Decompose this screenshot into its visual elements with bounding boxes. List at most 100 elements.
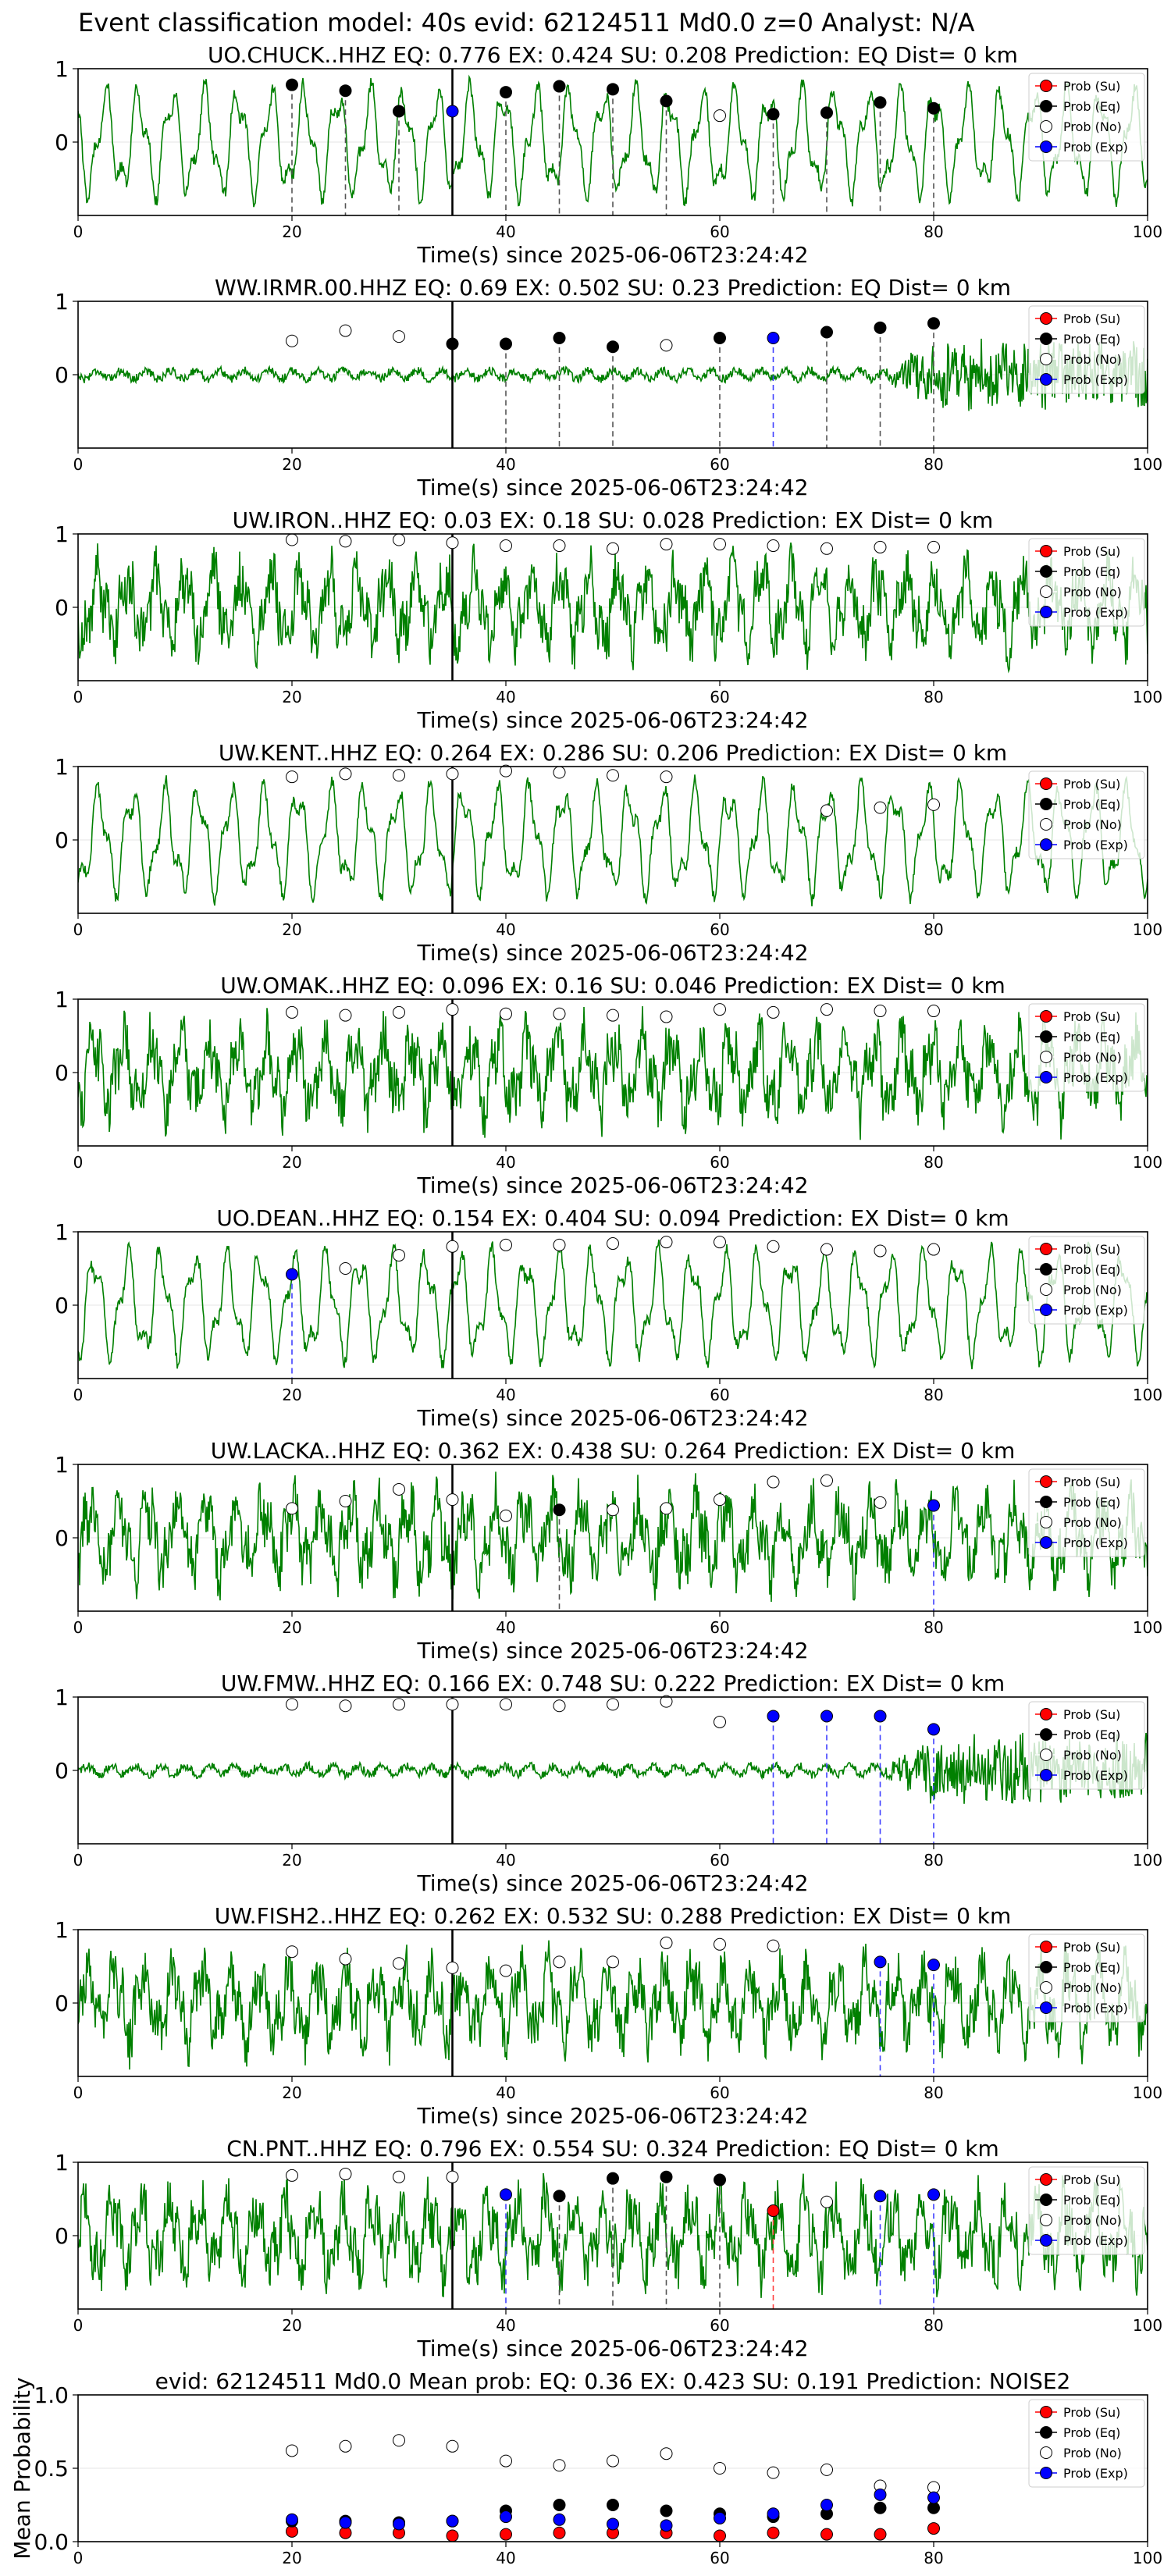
mean-point-exp (500, 2510, 512, 2524)
x-tick-label: 60 (710, 455, 729, 474)
prob-point-no (286, 1698, 298, 1711)
prob-point-no (446, 1698, 459, 1711)
mean-point-exp (714, 2511, 726, 2524)
x-tick-label: 100 (1133, 1618, 1162, 1637)
prob-point-no (767, 539, 780, 553)
legend-marker-eq (1040, 1030, 1052, 1043)
prob-point-no (874, 1244, 887, 1258)
prob-point-no (339, 1495, 352, 1507)
waveform-trace (78, 1732, 1148, 1804)
legend-box (1028, 73, 1145, 162)
prob-point-no (500, 1698, 512, 1711)
y-tick-label: 1 (55, 1917, 69, 1943)
x-tick-label: 100 (1133, 2549, 1162, 2567)
legend-marker-exp (1040, 373, 1052, 386)
prob-point-exp (767, 332, 780, 344)
prob-point-eq (607, 2172, 619, 2185)
mean-point-su (553, 2526, 566, 2539)
y-tick-label: 1 (55, 521, 69, 547)
prob-point-exp (820, 1710, 833, 1723)
panel-1: 1 0 UO.CHUCK..HHZ EQ: 0.776 EX: 0.424 SU: … (55, 42, 1162, 268)
prob-point-eq (500, 86, 512, 99)
prob-point-no (660, 1010, 673, 1023)
legend-marker-no (1040, 2446, 1052, 2459)
y-tick-label: 0 (55, 1758, 69, 1784)
prob-point-no (660, 538, 673, 551)
prob-point-eq (607, 83, 619, 96)
prob-point-eq (446, 337, 459, 350)
prob-point-no (339, 1699, 352, 1713)
legend-label: Prob (No) (1063, 1748, 1122, 1763)
legend-label: Prob (Eq) (1063, 797, 1120, 812)
prob-point-no (714, 1236, 726, 1249)
waveform-trace (78, 1940, 1148, 2070)
x-tick-label: 80 (924, 2083, 943, 2102)
panel-title: UW.IRON..HHZ EQ: 0.03 EX: 0.18 SU: 0.028… (233, 507, 994, 533)
prob-point-exp (286, 1268, 298, 1281)
prob-point-eq (820, 326, 833, 339)
prob-point-no (339, 324, 352, 337)
mean-point-exp (446, 2514, 459, 2528)
mean-point-exp (820, 2499, 833, 2511)
x-tick-label: 40 (496, 2549, 515, 2567)
prob-point-no (714, 109, 726, 123)
legend-label: Prob (Eq) (1063, 2193, 1120, 2208)
legend-box (1028, 1934, 1145, 2023)
mean-point-su (927, 2522, 940, 2535)
x-tick-label: 100 (1133, 1386, 1162, 1404)
x-tick-label: 40 (496, 1618, 515, 1637)
x-tick-label: 40 (496, 2316, 515, 2335)
mean-point-eq (874, 2501, 887, 2514)
prob-point-no (874, 1496, 887, 1509)
legend-label: Prob (Su) (1063, 544, 1120, 559)
prob-point-eq (500, 337, 512, 350)
legend-marker-eq (1040, 333, 1052, 345)
prob-point-no (607, 1503, 619, 1517)
prob-point-no (607, 1955, 619, 1969)
legend-marker-no (1040, 353, 1052, 365)
mean-point-no (820, 2463, 833, 2476)
legend-box (1028, 305, 1145, 394)
prob-point-exp (927, 1723, 940, 1736)
mean-point-no (339, 2439, 352, 2453)
x-tick-label: 60 (710, 688, 729, 706)
legend-label: Prob (Su) (1063, 1707, 1120, 1722)
legend-label: Prob (No) (1063, 817, 1122, 832)
prob-point-eq (767, 108, 780, 121)
prob-point-no (286, 533, 298, 546)
prob-point-no (767, 1240, 780, 1253)
legend-label: Prob (Eq) (1063, 1727, 1120, 1742)
prob-point-no (286, 1005, 298, 1019)
mean-point-no (446, 2439, 459, 2453)
y-tick-label: 0 (55, 595, 69, 621)
legend-marker-eq (1040, 1961, 1052, 1973)
legend-label: Prob (No) (1063, 1283, 1122, 1297)
prob-point-no (660, 339, 673, 352)
legend-label: Prob (Eq) (1063, 1495, 1120, 1510)
x-tick-label: 80 (924, 688, 943, 706)
legend-marker-exp (1040, 838, 1052, 851)
legend-marker-eq (1040, 2194, 1052, 2206)
prob-point-no (393, 533, 405, 546)
legend-marker-no (1040, 1051, 1052, 1063)
x-tick-label: 60 (710, 2083, 729, 2102)
legend-label: Prob (Eq) (1063, 99, 1120, 114)
legend-label: Prob (No) (1063, 1050, 1122, 1065)
x-tick-label: 60 (710, 920, 729, 939)
legend-label: Prob (Exp) (1063, 1768, 1128, 1783)
x-tick-label: 60 (710, 1153, 729, 1172)
legend-label: Prob (Su) (1063, 1242, 1120, 1257)
prob-point-no (820, 1243, 833, 1256)
legend-label: Prob (Eq) (1063, 2425, 1120, 2440)
mean-point-su (446, 2529, 459, 2542)
legend-label: Prob (Exp) (1063, 1303, 1128, 1318)
x-tick-label: 0 (73, 455, 84, 474)
x-tick-label: 20 (282, 455, 301, 474)
x-tick-label: 60 (710, 1386, 729, 1404)
y-tick-label: 1 (55, 987, 69, 1012)
mean-point-exp (393, 2517, 405, 2531)
legend-marker-eq (1040, 565, 1052, 578)
y-tick-label: 1.0 (34, 2382, 69, 2408)
x-tick-label: 100 (1133, 1851, 1162, 1870)
x-tick-label: 0 (73, 688, 84, 706)
